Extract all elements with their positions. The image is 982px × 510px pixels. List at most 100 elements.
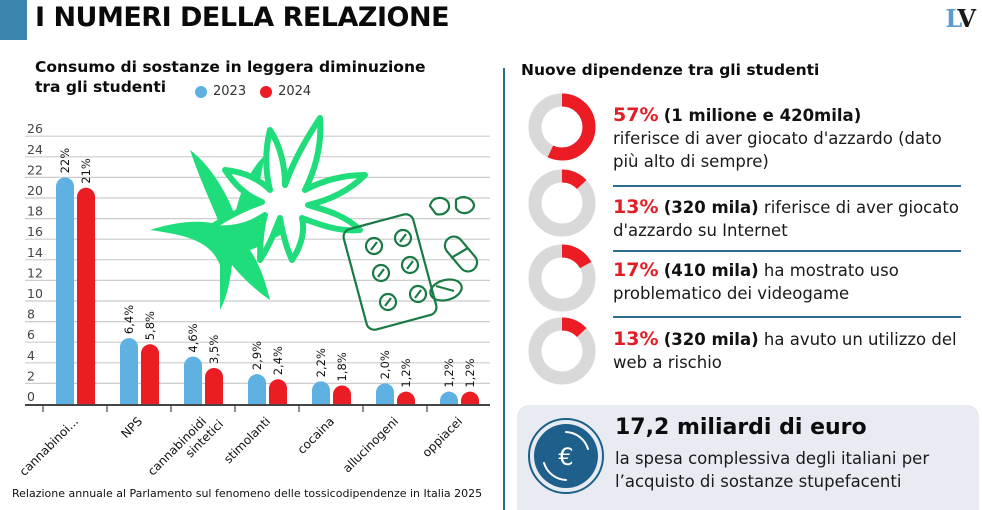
svg-text:€: €: [558, 443, 573, 471]
bar-2023-4: [312, 381, 330, 404]
bar-value-label: 1,2%: [442, 358, 456, 387]
y-tick-label: 18: [27, 204, 43, 219]
bar-2024-3: [269, 379, 287, 404]
bar-value-label: 1,8%: [335, 352, 349, 381]
bar-2024-4: [333, 385, 351, 404]
bar-value-label: 2,9%: [250, 341, 264, 370]
donut-fill: [528, 317, 596, 385]
bar-chart: 22% 21% 6,4% 5,8% 4,6% 3,5% 2,9% 2,4% 2,2% 1,8% 2,…: [17, 115, 490, 485]
bar-2023-6: [440, 391, 458, 404]
y-tick-label: 6: [27, 327, 35, 342]
donut-fill: [528, 93, 596, 161]
legend-item-2024: 2024: [260, 84, 311, 99]
item-separator: [613, 185, 961, 187]
addiction-text: 57% (1 milione e 420mila) riferisce di a…: [613, 104, 963, 173]
bar-2023-3: [248, 374, 266, 404]
y-tick-label: 8: [27, 307, 35, 322]
illustrations: [150, 115, 479, 331]
y-tick-label: 20: [27, 183, 43, 198]
addiction-pct: 13%: [613, 328, 659, 350]
bar-2023-0: [56, 177, 74, 404]
bar-value-label: 1,2%: [463, 358, 477, 387]
bar-2023-2: [184, 356, 202, 404]
cannabis-leaf-outline-icon: [207, 115, 368, 263]
bar-value-label: 2,4%: [271, 346, 285, 375]
addiction-pct: 17%: [613, 259, 659, 281]
y-tick-label: 2: [27, 368, 35, 383]
donut-fill: [528, 244, 596, 312]
legend-dot-2023: [195, 85, 207, 98]
x-tick-label: stimolanti: [221, 414, 273, 466]
spending-amount: 17,2 miliardi di euro: [615, 415, 867, 440]
bar-value-label: 5,8%: [143, 311, 157, 340]
euro-coin-icon: €: [528, 418, 604, 494]
section-divider: [503, 68, 505, 510]
bar-2024-6: [461, 391, 479, 404]
y-tick-label: 26: [27, 121, 43, 136]
bar-value-label: 21%: [79, 158, 93, 184]
legend-label-2023: 2023: [213, 84, 247, 99]
bar-2024-0: [77, 187, 95, 404]
y-tick-label: 16: [27, 224, 43, 239]
item-separator: [613, 316, 961, 318]
source-note: Relazione annuale al Parlamento sul feno…: [12, 487, 483, 500]
bar-value-label: 2,2%: [314, 348, 328, 377]
page-title: I NUMERI DELLA RELAZIONE: [35, 2, 450, 33]
logo-letter-v: V: [957, 4, 976, 33]
y-tick-label: 22: [27, 162, 43, 177]
legend-item-2023: 2023: [195, 84, 246, 99]
bar-value-label: 3,5%: [207, 335, 221, 364]
y-tick-label: 14: [27, 245, 43, 260]
bar-value-label: 4,6%: [186, 323, 200, 352]
addiction-desc: ha avuto un utilizzo del web a rischio: [613, 330, 957, 372]
donut-chart-icon: [528, 169, 596, 237]
pills-blister-icon: [342, 196, 479, 331]
x-tick-label: cannabinoi...: [17, 414, 81, 478]
x-tick-label: cannabinoidisintetici: [145, 407, 226, 485]
addiction-text: 17% (410 mila) ha mostrato uso problemat…: [613, 259, 963, 305]
y-tick-label: 0: [27, 389, 35, 404]
addiction-text: 13% (320 mila) ha avuto un utilizzo del …: [613, 328, 963, 374]
spending-box: € 17,2 miliardi di euro la spesa comples…: [517, 405, 979, 510]
donut-fill: [528, 169, 596, 237]
addiction-desc: riferisce di aver giocato d'azzardo su I…: [613, 198, 959, 240]
x-tick-label: NPS: [118, 414, 145, 441]
x-tick-label: cocaina: [295, 414, 338, 457]
addiction-text: 13% (320 mila) riferisce di aver giocato…: [613, 196, 963, 242]
logo-letter-l: L: [945, 4, 959, 33]
donut-chart-icon: [528, 93, 596, 161]
x-tick-label: oppiacei: [419, 414, 465, 460]
bar-value-label: 22%: [58, 148, 72, 174]
addiction-abs: (410 mila): [663, 261, 759, 280]
addiction-desc: ha mostrato uso problematico dei videoga…: [613, 261, 899, 303]
bars: 22% 21% 6,4% 5,8% 4,6% 3,5% 2,9% 2,4% 2,2% 1,8% 2,…: [56, 148, 479, 404]
addiction-abs: (320 mila): [663, 330, 759, 349]
bar-2024-2: [205, 367, 223, 404]
addiction-pct: 13%: [613, 196, 659, 218]
chart-legend: 2023 2024: [195, 84, 311, 99]
bar-2024-5: [397, 391, 415, 404]
y-tick-label: 4: [27, 348, 35, 363]
bar-2023-5: [376, 383, 394, 404]
donut-chart-icon: [528, 317, 596, 385]
x-tick-label: allucinogeni: [340, 414, 401, 475]
legend-label-2024: 2024: [278, 84, 312, 99]
chart-title: Consumo di sostanze in leggera diminuzio…: [35, 58, 426, 96]
y-tick-label: 12: [27, 265, 43, 280]
donut-chart-icon: [528, 244, 596, 312]
addiction-desc: riferisce di aver giocato d'azzardo (dat…: [613, 129, 942, 171]
bar-value-label: 2,0%: [378, 350, 392, 379]
spending-description: la spesa complessiva degli italiani per …: [615, 449, 930, 491]
addictions-title: Nuove dipendenze tra gli studenti: [521, 61, 820, 79]
y-tick-label: 24: [27, 142, 43, 157]
lv-logo: LV: [945, 4, 976, 33]
item-separator: [613, 250, 961, 252]
bar-2023-1: [120, 338, 138, 404]
y-tick-label: 10: [27, 286, 43, 301]
bar-2024-1: [141, 344, 159, 404]
title-accent-bar: [0, 0, 27, 40]
legend-dot-2024: [260, 85, 273, 98]
bar-value-label: 1,2%: [399, 358, 413, 387]
bar-value-label: 6,4%: [122, 305, 136, 334]
addiction-abs: (320 mila): [663, 198, 759, 217]
